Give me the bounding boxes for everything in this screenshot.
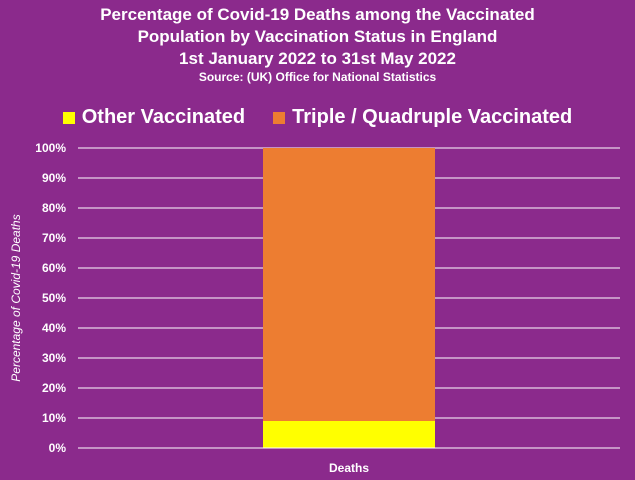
bar-segment-triple-quadruple [263, 148, 435, 421]
legend-label-other-vaccinated: Other Vaccinated [81, 106, 246, 128]
y-tick-label: 90% [42, 171, 66, 185]
y-tick-label: 10% [42, 411, 66, 425]
title-line-1: Percentage of Covid-19 Deaths among the … [100, 5, 535, 24]
x-category-label: Deaths [329, 461, 369, 475]
bar-segment-other-vaccinated [263, 421, 435, 448]
legend-swatch-triple-quadruple [273, 111, 286, 124]
y-tick-label: 60% [42, 261, 66, 275]
y-axis-label: Percentage of Covid-19 Deaths [9, 214, 23, 381]
title-line-3: 1st January 2022 to 31st May 2022 [179, 49, 456, 68]
legend: Other Vaccinated Triple / Quadruple Vacc… [0, 106, 635, 129]
legend-label-triple-quadruple: Triple / Quadruple Vaccinated [292, 106, 573, 128]
y-tick-label: 70% [42, 231, 66, 245]
y-tick-label: 30% [42, 351, 66, 365]
title-line-2: Population by Vaccination Status in Engl… [137, 27, 498, 46]
legend-item-other-vaccinated: Other Vaccinated [62, 106, 246, 129]
y-tick-label: 0% [49, 441, 67, 455]
legend-item-triple-quadruple: Triple / Quadruple Vaccinated [273, 106, 572, 129]
chart-title: Percentage of Covid-19 Deaths among the … [0, 4, 635, 85]
y-tick-label: 100% [35, 141, 66, 155]
y-tick-label: 50% [42, 291, 66, 305]
y-tick-label: 80% [42, 201, 66, 215]
y-tick-label: 20% [42, 381, 66, 395]
source-note: Source: (UK) Office for National Statist… [198, 70, 437, 84]
legend-swatch-other-vaccinated [62, 111, 75, 124]
y-tick-label: 40% [42, 321, 66, 335]
